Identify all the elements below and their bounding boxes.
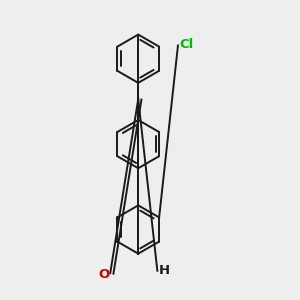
Text: Cl: Cl bbox=[179, 38, 193, 50]
Text: O: O bbox=[98, 268, 110, 281]
Text: H: H bbox=[158, 264, 169, 277]
